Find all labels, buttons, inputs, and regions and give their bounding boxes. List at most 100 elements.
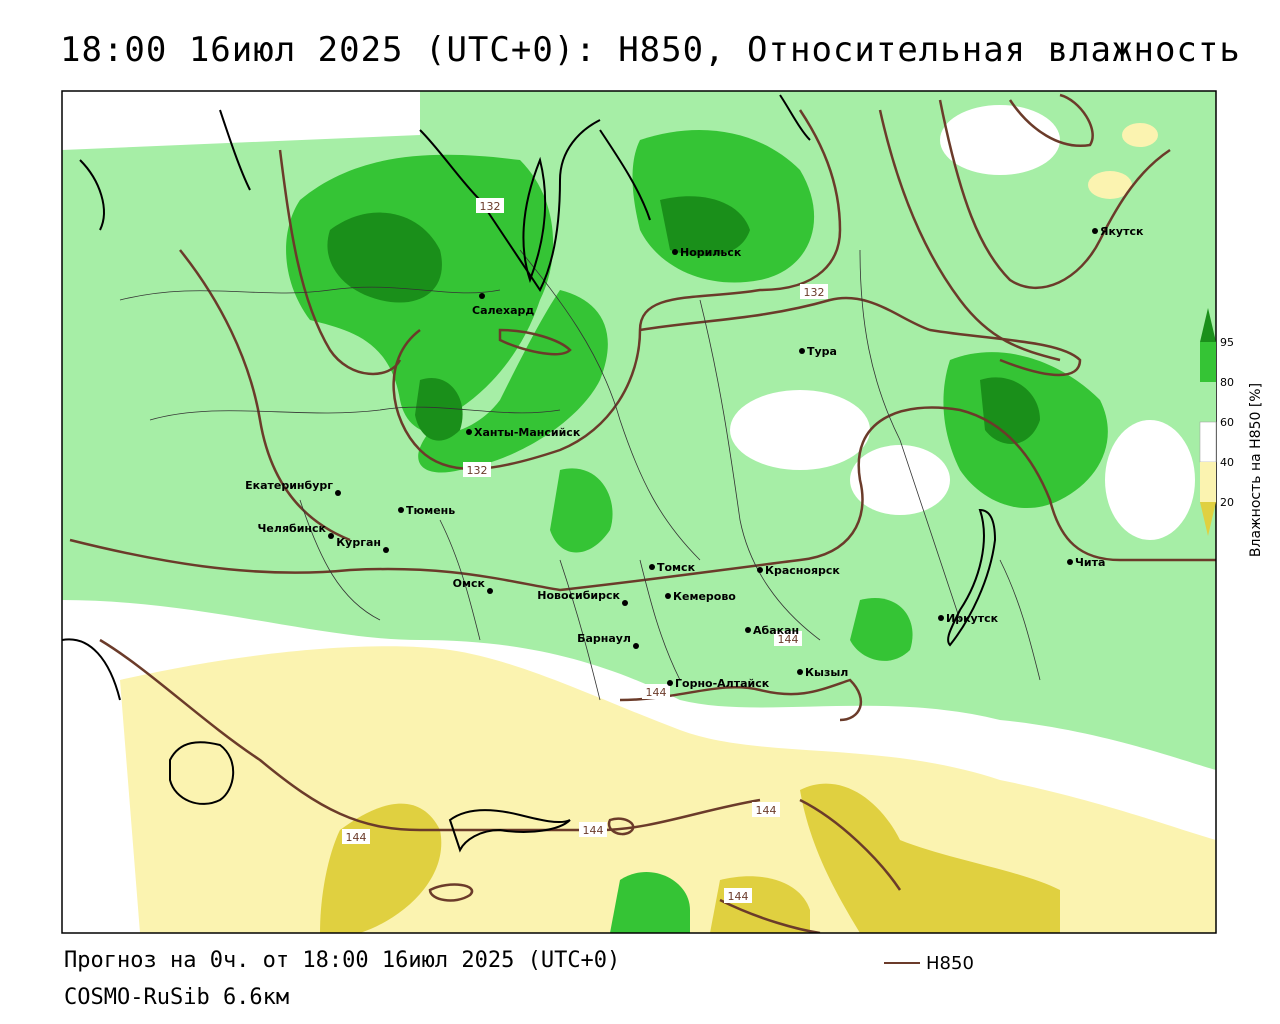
city-marker: Томск — [649, 561, 696, 574]
contour-label-bg — [579, 822, 607, 837]
city-dot — [667, 680, 673, 686]
city-dot — [1067, 559, 1073, 565]
h850-contour-144-s — [719, 898, 821, 933]
contour-label: 132 — [463, 462, 491, 477]
city-label: Салехард — [472, 304, 534, 317]
contour-label: 132 — [476, 198, 504, 213]
lake-balkhash-west — [169, 741, 235, 805]
colorbar-tick-80: 80 — [1220, 376, 1234, 389]
h850-legend-label: H850 — [926, 953, 974, 974]
city-label: Челябинск — [258, 522, 327, 535]
city-label: Тура — [807, 345, 837, 358]
city-dot — [633, 643, 639, 649]
coast-ob-bay — [419, 119, 601, 292]
city-dot — [487, 588, 493, 594]
map-fields — [62, 91, 1216, 933]
city-label: Норильск — [680, 246, 742, 259]
city-marker: Челябинск — [258, 522, 334, 539]
city-dot — [398, 507, 404, 513]
h850-contour-ne — [878, 109, 1061, 362]
city-dot — [745, 627, 751, 633]
city-marker: Барнаул — [577, 632, 639, 649]
coastlines — [62, 94, 997, 853]
city-dot — [649, 564, 655, 570]
city-dot — [797, 669, 803, 675]
contour-label-text: 132 — [480, 200, 501, 213]
lake-balkhash — [448, 809, 571, 853]
humidity-95-core-1 — [327, 212, 442, 303]
page-title: 18:00 16июл 2025 (UTC+0): H850, Относите… — [60, 30, 1241, 70]
forecast-info: Прогноз на 0ч. от 18:00 16июл 2025 (UTC+… — [64, 948, 621, 973]
city-label: Новосибирск — [537, 589, 620, 602]
coast-gydan — [522, 156, 547, 283]
contour-label: 144 — [752, 802, 780, 817]
colorbar-title: Влажность на H850 [%] — [1248, 383, 1264, 557]
city-dot — [665, 593, 671, 599]
contour-label-text: 132 — [467, 464, 488, 477]
city-label: Якутск — [1100, 225, 1144, 238]
city-marker: Новосибирск — [537, 589, 628, 606]
city-marker: Иркутск — [938, 612, 999, 625]
city-marker: Курган — [336, 536, 389, 553]
humidity-80-95-patch-south — [610, 871, 690, 933]
contour-label-bg — [463, 462, 491, 477]
city-marker: Норильск — [672, 246, 742, 259]
city-dot — [622, 600, 628, 606]
humidity-40-60-patch-north — [940, 105, 1060, 175]
humidity-40-60-patch-central — [730, 390, 870, 470]
city-label: Чита — [1075, 556, 1105, 569]
contour-label-text: 144 — [728, 890, 749, 903]
city-label: Тюмень — [406, 504, 455, 517]
h850-contour-132-small — [498, 328, 572, 356]
contour-label: 144 — [342, 829, 370, 844]
city-dot — [328, 533, 334, 539]
city-label: Абакан — [753, 624, 799, 637]
colorbar-segment-20-40 — [1200, 462, 1216, 502]
city-dot — [799, 348, 805, 354]
h850-contour-west-2 — [278, 149, 402, 376]
h850-contour-144-south — [99, 638, 761, 832]
coast-northwest — [79, 159, 105, 231]
city-dot — [938, 615, 944, 621]
contour-label-bg — [724, 888, 752, 903]
humidity-20-40-patch-ne2 — [1122, 123, 1158, 147]
city-marker: Абакан — [745, 624, 799, 637]
colorbar-segment-95-plus — [1200, 308, 1216, 342]
contour-label-text: 132 — [804, 286, 825, 299]
city-label: Екатеринбург — [245, 479, 333, 492]
city-dot — [335, 490, 341, 496]
city-marker: Ханты-Мансийск — [466, 426, 581, 439]
city-dot — [466, 429, 472, 435]
city-marker: Тура — [799, 345, 837, 358]
h850-contour-144-altai — [619, 678, 862, 722]
contour-label: 144 — [724, 888, 752, 903]
humidity-95-core-2 — [660, 196, 750, 256]
h850-contours — [69, 93, 1216, 933]
humidity-95-core-4 — [415, 378, 463, 441]
city-label: Омск — [453, 577, 486, 590]
contour-label-bg — [752, 802, 780, 817]
colorbar-tick-60: 60 — [1220, 416, 1234, 429]
colorbar-segment-60-80 — [1200, 382, 1216, 422]
city-marker: Чита — [1067, 556, 1105, 569]
colorbar-tick-95: 95 — [1220, 336, 1234, 349]
coast-novaya-zemlya — [219, 109, 251, 191]
contour-label: 144 — [774, 631, 802, 646]
city-dot — [479, 293, 485, 299]
city-dot — [757, 567, 763, 573]
city-dot — [1092, 228, 1098, 234]
humidity-80-95-patch-se — [850, 598, 913, 661]
city-marker: Кемерово — [665, 590, 736, 603]
city-label: Томск — [657, 561, 696, 574]
city-marker: Омск — [453, 577, 493, 594]
humidity-40-60-patch-east — [1105, 420, 1195, 540]
humidity-80-95-patch — [550, 468, 613, 553]
h850-legend-line — [884, 962, 920, 964]
contour-label-bg — [342, 829, 370, 844]
h850-contour-ne-2 — [938, 99, 1171, 290]
humidity-95-core-3 — [980, 377, 1040, 444]
lake-baikal — [947, 508, 997, 647]
h850-contour-132-west — [392, 109, 842, 471]
colorbar-segment-40-60 — [1199, 421, 1217, 463]
